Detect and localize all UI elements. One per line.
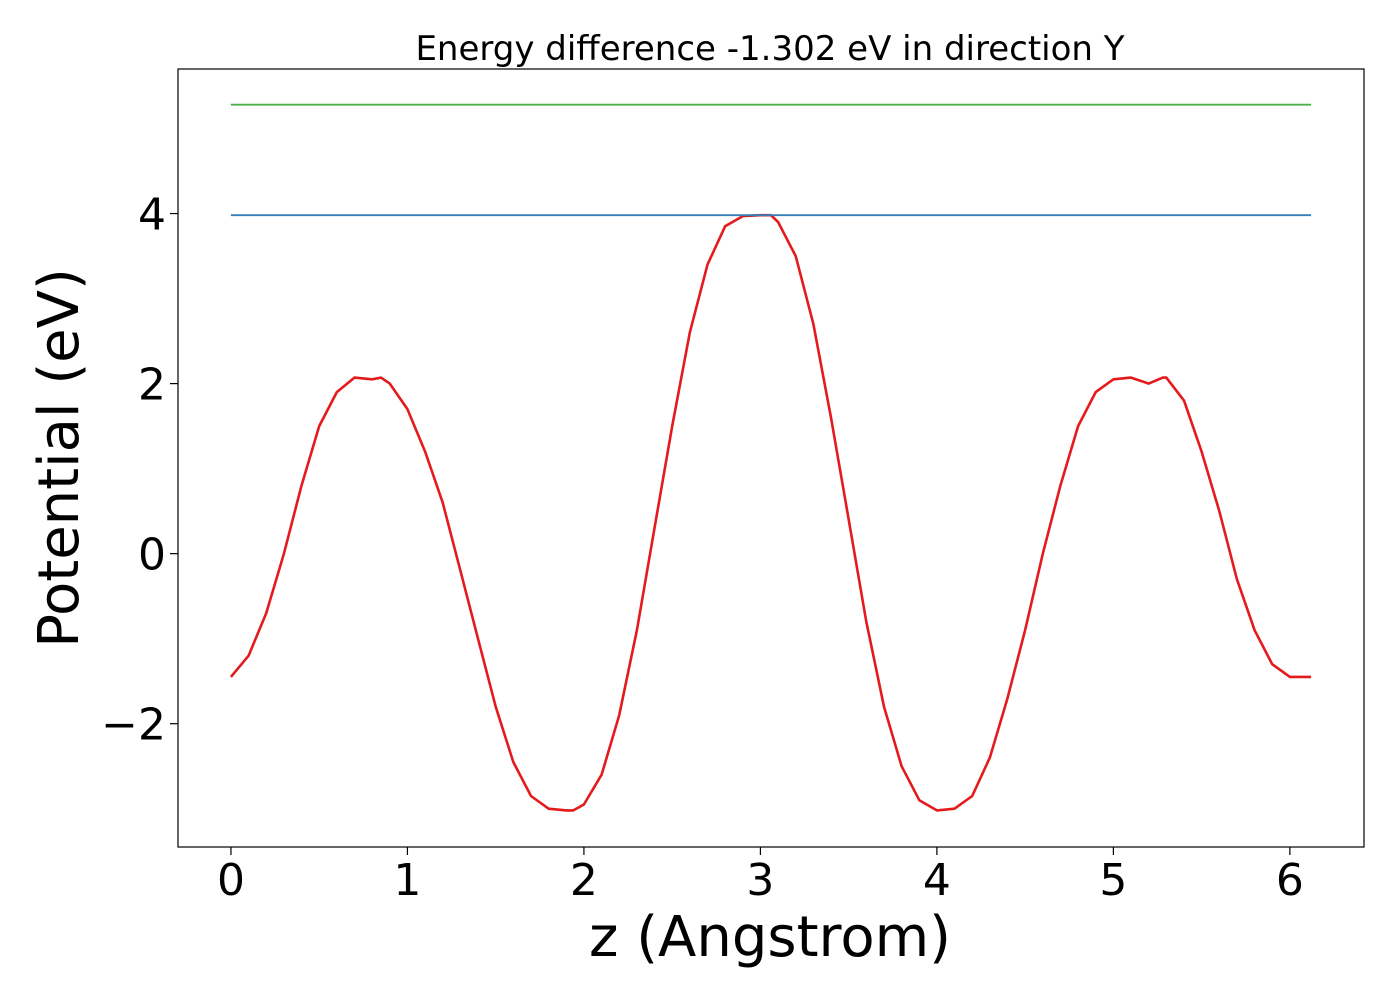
x-tick-label: 4 — [923, 855, 951, 906]
y-axis-label: Potential (eV) — [27, 268, 92, 648]
series-line-0 — [229, 213, 1312, 812]
y-tick-label: 4 — [138, 190, 166, 241]
x-axis: 0 1 2 3 4 5 6 — [217, 847, 1304, 906]
plot-frame — [177, 68, 1365, 848]
y-tick-label: 2 — [138, 360, 166, 411]
x-tick-label: 6 — [1276, 855, 1304, 906]
plot-area — [229, 103, 1312, 812]
x-tick-label: 5 — [1099, 855, 1127, 906]
y-tick-label: −2 — [101, 700, 166, 751]
y-axis: −2 0 2 4 — [101, 190, 178, 751]
y-tick-label: 0 — [138, 530, 166, 581]
x-tick-label: 3 — [746, 855, 774, 906]
x-axis-label: z (Angstrom) — [589, 905, 951, 970]
x-tick-label: 0 — [217, 855, 245, 906]
chart-title: Energy difference -1.302 eV in direction… — [415, 29, 1124, 69]
x-tick-label: 1 — [393, 855, 421, 906]
x-tick-label: 2 — [570, 855, 598, 906]
